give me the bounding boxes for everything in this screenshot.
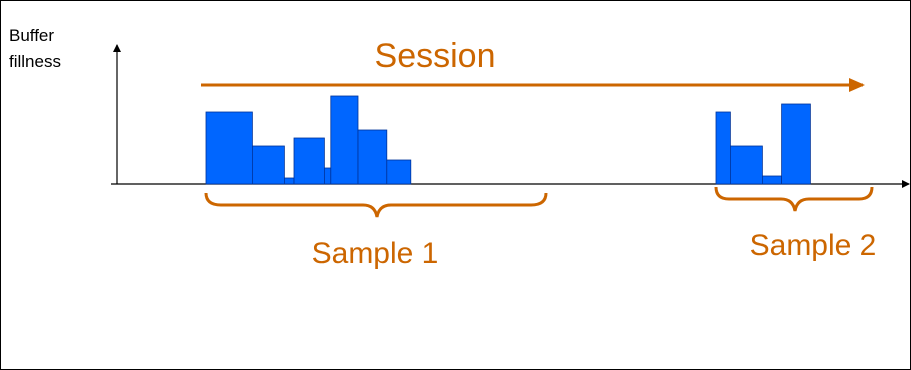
sample1-label: Sample 1 (312, 237, 439, 270)
sample2-step-2 (730, 145, 763, 185)
sample1-step-3 (283, 177, 295, 185)
sample2-bars (715, 103, 811, 185)
sample1-step-7 (357, 129, 388, 185)
sample1-step-4 (293, 137, 325, 185)
sample1-step-5 (323, 167, 332, 185)
sample1-brace (204, 192, 548, 218)
y-axis-label-line2: fillness (9, 52, 61, 71)
sample1-step-1 (205, 111, 253, 185)
sample1-step-2 (251, 145, 285, 185)
sample1-step-8 (386, 159, 412, 185)
sample2-step-3 (762, 175, 783, 185)
y-axis-label-line1: Buffer (9, 26, 54, 45)
sample2-step-4 (781, 103, 811, 185)
sample1-step-6 (330, 95, 359, 185)
sample1-bars (205, 95, 412, 185)
sample2-label: Sample 2 (750, 229, 877, 262)
sample2-brace (714, 186, 874, 212)
sample2-step-1 (715, 111, 731, 185)
session-label: Session (375, 37, 496, 75)
